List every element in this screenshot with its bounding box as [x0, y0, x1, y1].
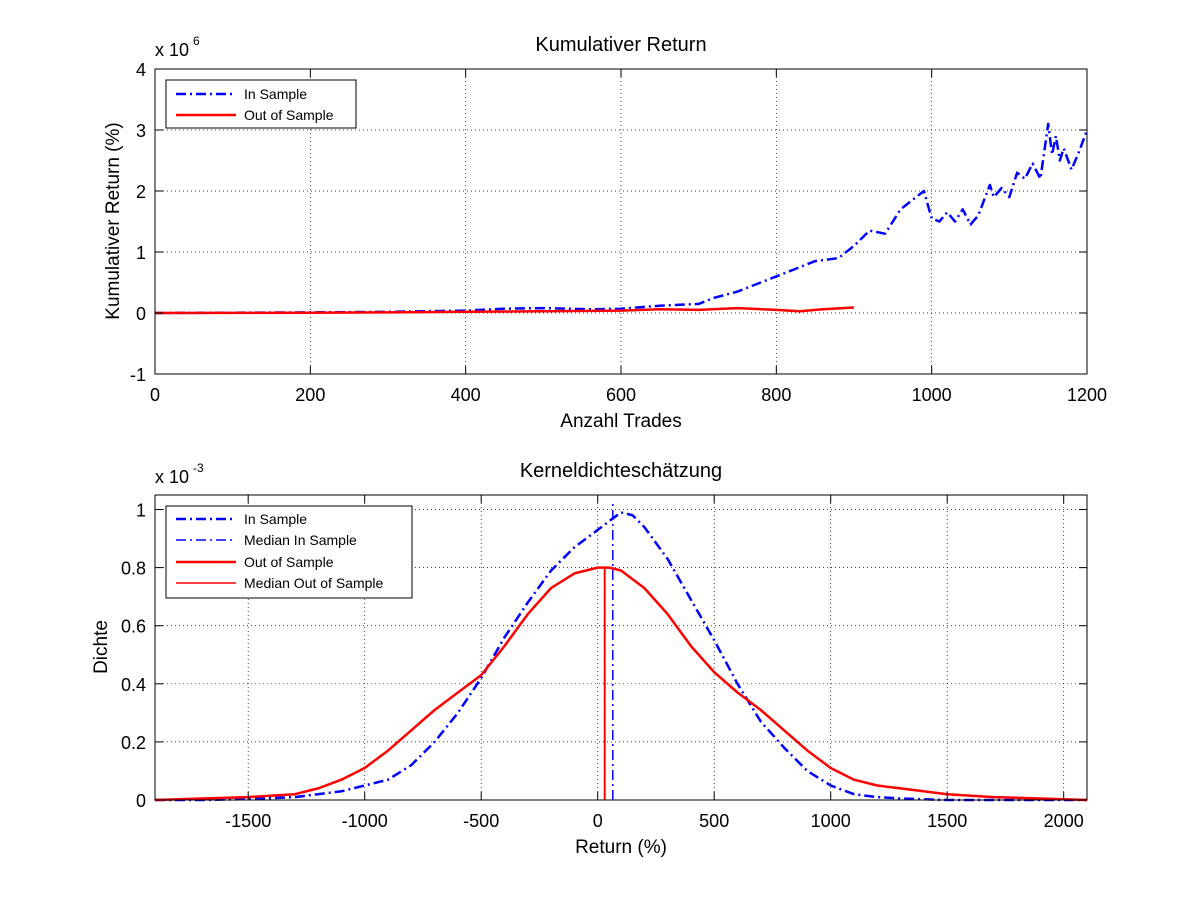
legend: In Sample Median In Sample Out of Sample… — [165, 505, 413, 599]
x-tick-label: 1000 — [811, 811, 851, 831]
x-tick-label: 1000 — [912, 385, 952, 405]
x-tick-label: 600 — [606, 385, 636, 405]
y-tick-label: 0.4 — [121, 675, 146, 695]
x-tick-label: 0 — [150, 385, 160, 405]
y-tick-label: 0 — [136, 791, 146, 811]
x-tick-label: 800 — [761, 385, 791, 405]
x-axis-label: Anzahl Trades — [560, 411, 681, 432]
y-multiplier-exponent: -3 — [193, 461, 204, 475]
x-tick-label: 0 — [593, 811, 603, 831]
y-axis-label: Kumulativer Return (%) — [103, 122, 124, 319]
chart-title: Kerneldichteschätzung — [520, 460, 722, 482]
legend-label-in-sample: In Sample — [244, 86, 307, 102]
y-tick-label: 3 — [136, 121, 146, 141]
ticks: -1500 -1000 -500 0 500 1000 1500 2000 0 0.2 0.4 0.6… — [121, 495, 1087, 831]
x-tick-label: 1200 — [1067, 385, 1107, 405]
x-tick-label: 1500 — [927, 811, 967, 831]
y-multiplier-exponent: 6 — [193, 34, 200, 48]
series-in-sample-line — [154, 122, 1089, 315]
x-axis-label: Return (%) — [575, 837, 667, 858]
legend-label-out-of-sample: Out of Sample — [244, 107, 334, 123]
grid — [155, 69, 1087, 374]
plot-frame — [154, 494, 1088, 801]
series-out-of-sample-line — [154, 306, 855, 315]
x-tick-label: 2000 — [1044, 811, 1084, 831]
y-tick-label: -1 — [130, 365, 146, 385]
legend-box — [165, 79, 357, 129]
legend: In Sample Out of Sample — [165, 79, 357, 129]
y-multiplier: x 10 6 — [155, 34, 200, 60]
y-tick-label: 1 — [136, 243, 146, 263]
y-axis-label: Dichte — [91, 620, 112, 674]
x-tick-label: -1000 — [342, 811, 388, 831]
legend-label-median-out-of-sample: Median Out of Sample — [244, 575, 384, 591]
chart-title: Kumulativer Return — [535, 34, 706, 56]
x-tick-label: 400 — [451, 385, 481, 405]
kernel-density-chart: -1500 -1000 -500 0 500 1000 1500 2000 0 0.2 0.4 0.6… — [91, 460, 1088, 858]
legend-label-median-in-sample: Median In Sample — [244, 532, 357, 548]
grid — [155, 495, 1087, 800]
x-tick-label: -1500 — [225, 811, 271, 831]
y-tick-label: 4 — [136, 60, 146, 80]
y-multiplier-base: x 10 — [155, 467, 189, 487]
x-tick-label: -500 — [463, 811, 499, 831]
y-tick-label: 0.6 — [121, 617, 146, 637]
legend-label-out-of-sample: Out of Sample — [244, 554, 334, 570]
series-out-of-sample-line — [154, 566, 1088, 802]
y-tick-label: 2 — [136, 182, 146, 202]
y-tick-label: 0.2 — [121, 733, 146, 753]
y-tick-label: 0 — [136, 304, 146, 324]
legend-label-in-sample: In Sample — [244, 511, 307, 527]
series-in-sample-line — [155, 511, 1087, 802]
series-layer — [154, 503, 1088, 802]
series-layer — [154, 122, 1089, 315]
y-multiplier-base: x 10 — [155, 40, 189, 60]
x-tick-label: 200 — [295, 385, 325, 405]
x-tick-label: 500 — [699, 811, 729, 831]
y-tick-label: 0.8 — [121, 559, 146, 579]
y-multiplier: x 10 -3 — [155, 461, 204, 487]
y-tick-label: 1 — [136, 501, 146, 521]
